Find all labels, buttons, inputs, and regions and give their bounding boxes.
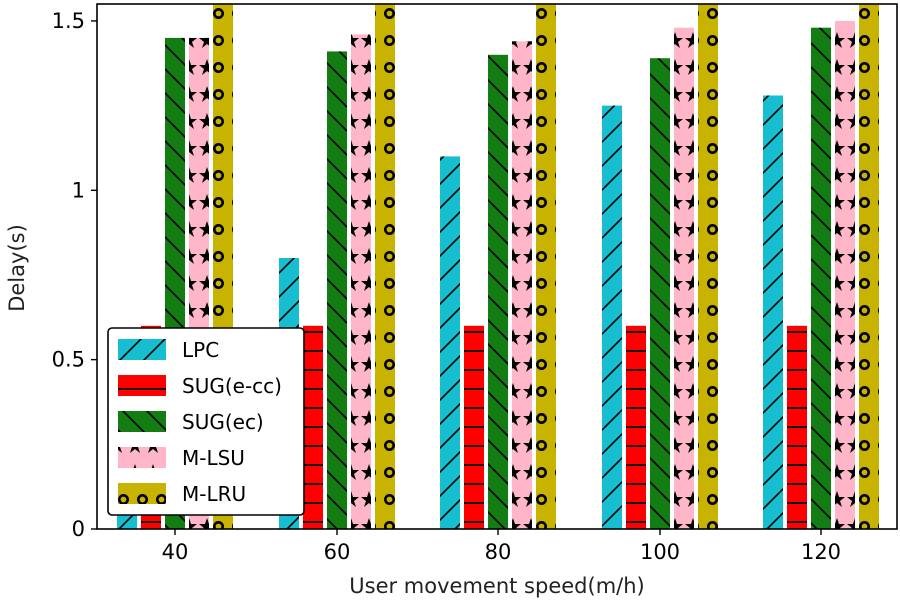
y-tick-label: 1 — [72, 178, 85, 202]
bar-sug-e-cc-100 — [626, 325, 646, 529]
bar-m-lru-100 — [698, 4, 718, 529]
legend-swatch — [118, 339, 166, 360]
x-tick-label: 120 — [801, 540, 841, 564]
bar-m-lsu-100 — [674, 27, 694, 529]
legend: LPC SUG(e-cc) SUG(ec) M-LSU M-LRU — [107, 327, 305, 516]
legend-swatch — [118, 411, 166, 432]
x-axis: 40 60 80 100 120 — [162, 529, 841, 564]
legend-label: SUG(e-cc) — [182, 374, 282, 398]
x-tick-label: 40 — [162, 540, 189, 564]
x-tick-label: 60 — [324, 540, 351, 564]
bar-lpc-80 — [440, 156, 460, 529]
x-tick-label: 80 — [485, 540, 512, 564]
bar-sug-ec-80 — [488, 54, 508, 530]
legend-label: M-LRU — [182, 482, 246, 506]
bar-m-lru-60 — [375, 4, 395, 529]
legend-label: SUG(ec) — [182, 410, 264, 434]
bar-sug-e-cc-60 — [303, 325, 323, 529]
bar-sug-e-cc-120 — [787, 325, 807, 529]
plot-frame — [96, 3, 898, 530]
legend-swatch — [118, 483, 166, 504]
bar-m-lsu-120 — [835, 20, 855, 530]
bars-layer — [117, 4, 879, 530]
y-axis: 0 0.5 1 1.5 — [52, 9, 97, 541]
bar-m-lsu-60 — [351, 34, 371, 529]
y-tick-label: 0 — [72, 517, 85, 541]
y-tick-label: 1.5 — [52, 9, 85, 33]
legend-swatch — [118, 447, 166, 468]
bar-lpc-120 — [763, 95, 783, 529]
bar-sug-e-cc-80 — [464, 325, 484, 529]
bar-sug-ec-120 — [811, 27, 831, 529]
bar-m-lru-120 — [859, 4, 879, 529]
bar-m-lsu-80 — [512, 41, 532, 530]
legend-label: LPC — [182, 338, 219, 362]
legend-label: M-LSU — [182, 446, 245, 470]
bar-sug-ec-100 — [650, 58, 670, 529]
y-tick-label: 0.5 — [52, 348, 85, 372]
bar-m-lru-80 — [536, 4, 556, 529]
bar-lpc-100 — [602, 105, 622, 529]
x-tick-label: 100 — [640, 540, 680, 564]
bar-sug-ec-60 — [327, 51, 347, 530]
x-axis-title: User movement speed(m/h) — [349, 574, 644, 598]
y-axis-title: Delay(s) — [5, 224, 29, 312]
legend-swatch — [118, 375, 166, 396]
legend-frame — [107, 327, 305, 516]
